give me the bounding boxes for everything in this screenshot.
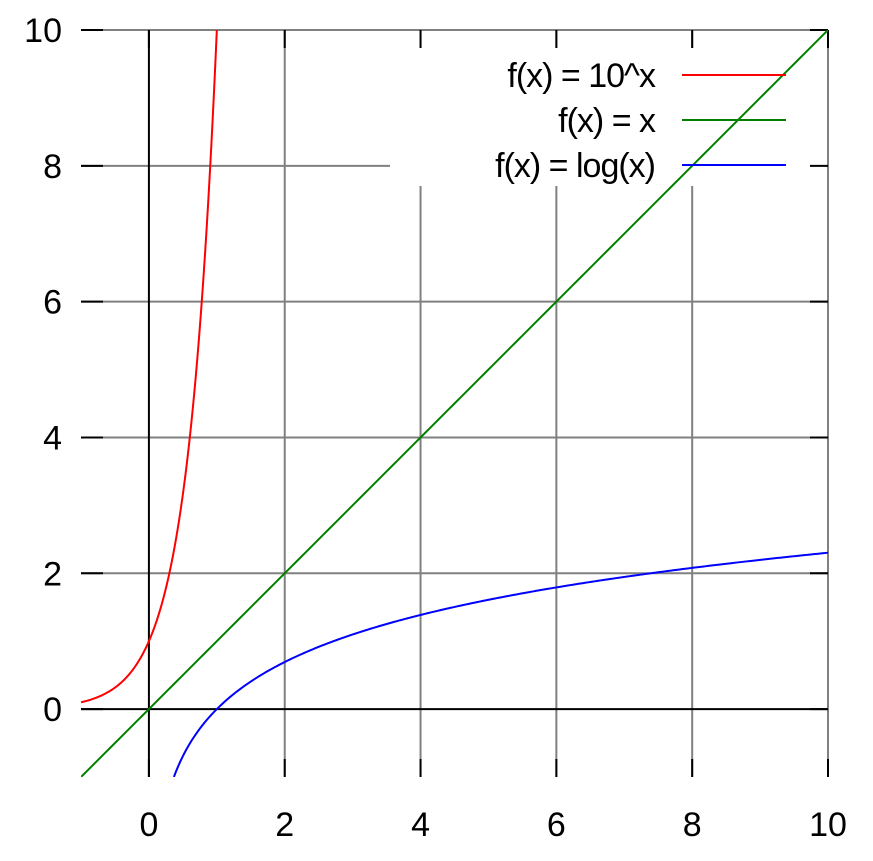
x-tick-label-4: 4 [411, 806, 430, 844]
plot-frame [81, 29, 829, 777]
x-tick-label-0: 0 [139, 806, 158, 844]
legend-background [390, 48, 828, 186]
series-line-2 [81, 30, 828, 777]
legend-label-2: f(x) = x [558, 102, 656, 140]
zero-axes [81, 30, 828, 777]
y-tick-label-6: 6 [43, 284, 62, 322]
series-line-3 [172, 551, 828, 777]
y-tick-label-8: 8 [43, 148, 62, 186]
series-line-1 [81, 30, 218, 704]
legend: f(x) = 10^x f(x) = x f(x) = log(x) [495, 57, 786, 185]
series-lines [81, 30, 828, 777]
x-tick-labels: 0 2 4 6 8 10 [139, 806, 846, 844]
tick-marks [81, 29, 829, 777]
y-tick-label-10: 10 [24, 12, 62, 50]
x-tick-label-6: 6 [547, 806, 566, 844]
y-tick-label-4: 4 [43, 419, 62, 457]
x-tick-label-10: 10 [809, 806, 847, 844]
x-tick-label-8: 8 [683, 806, 702, 844]
y-tick-label-2: 2 [43, 555, 62, 593]
legend-box [390, 48, 828, 186]
legend-label-1: f(x) = 10^x [507, 57, 656, 95]
y-tick-label-0: 0 [43, 691, 62, 729]
x-tick-label-2: 2 [275, 806, 294, 844]
y-tick-labels: 0 2 4 6 8 10 [24, 12, 62, 729]
legend-label-3: f(x) = log(x) [495, 147, 655, 185]
